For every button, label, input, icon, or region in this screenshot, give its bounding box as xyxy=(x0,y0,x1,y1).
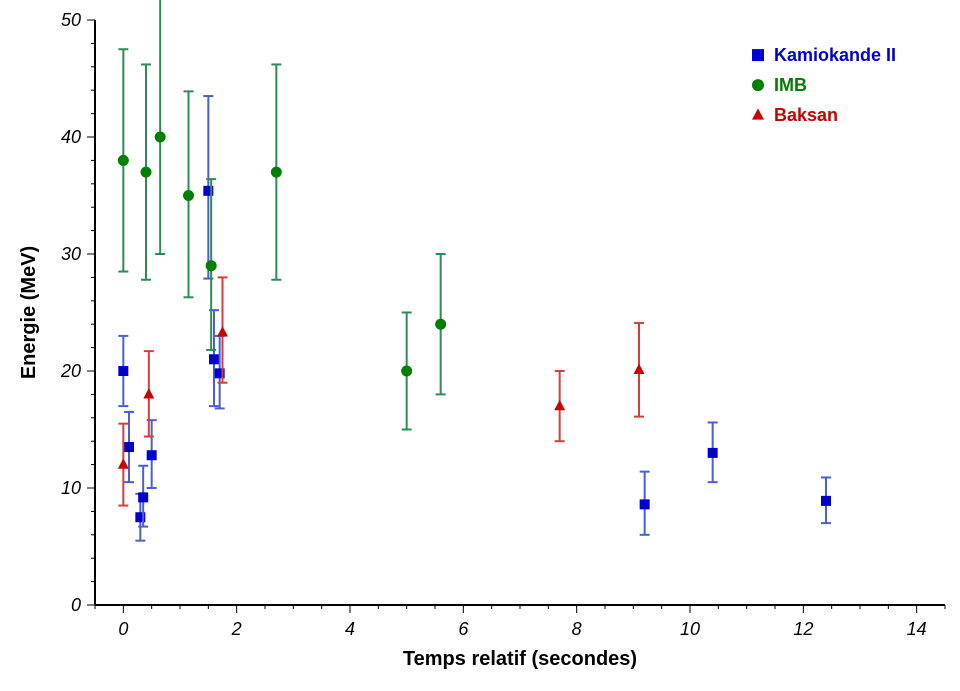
data-point-circle xyxy=(183,190,194,201)
x-tick-label: 0 xyxy=(118,619,128,639)
legend-label: Kamiokande II xyxy=(774,45,896,65)
data-point-triangle xyxy=(118,458,129,468)
data-point-square xyxy=(138,492,148,502)
data-point-circle xyxy=(435,319,446,330)
y-tick-label: 40 xyxy=(61,127,81,147)
data-point-circle xyxy=(155,132,166,143)
x-tick-label: 14 xyxy=(907,619,927,639)
x-tick-label: 12 xyxy=(793,619,813,639)
y-tick-label: 50 xyxy=(61,10,81,30)
data-point-triangle xyxy=(217,326,228,336)
data-point-circle xyxy=(752,79,764,91)
x-tick-label: 6 xyxy=(458,619,469,639)
y-tick-label: 10 xyxy=(61,478,81,498)
x-tick-label: 4 xyxy=(345,619,355,639)
data-point-square xyxy=(708,448,718,458)
data-point-circle xyxy=(401,366,412,377)
x-tick-label: 2 xyxy=(231,619,242,639)
legend-label: IMB xyxy=(774,75,807,95)
data-point-square xyxy=(124,442,134,452)
legend-label: Baksan xyxy=(774,105,838,125)
x-tick-label: 10 xyxy=(680,619,700,639)
data-point-square xyxy=(821,496,831,506)
data-point-triangle xyxy=(752,108,764,119)
data-point-square xyxy=(118,366,128,376)
scatter-chart: 0 2 4 6 8 10 12 14 0 10 20 30 40 50 Temps relatif (sec… xyxy=(0,0,960,691)
data-point-circle xyxy=(118,155,129,166)
data-point-square xyxy=(209,354,219,364)
y-tick-label: 30 xyxy=(61,244,81,264)
chart-container: 0 2 4 6 8 10 12 14 0 10 20 30 40 50 Temps relatif (sec… xyxy=(0,0,960,691)
data-point-square xyxy=(752,49,764,61)
y-tick-label: 20 xyxy=(60,361,81,381)
data-point-square xyxy=(147,450,157,460)
x-tick-label: 8 xyxy=(572,619,582,639)
y-axis-label: Energie (MeV) xyxy=(18,246,40,379)
data-point-triangle xyxy=(634,364,645,374)
x-axis-label: Temps relatif (secondes) xyxy=(403,648,637,670)
data-point-triangle xyxy=(143,388,154,398)
data-point-circle xyxy=(206,260,217,271)
data-point-square xyxy=(640,499,650,509)
y-tick-label: 0 xyxy=(71,595,81,615)
data-point-circle xyxy=(141,167,152,178)
data-point-triangle xyxy=(554,400,565,410)
data-point-circle xyxy=(271,167,282,178)
